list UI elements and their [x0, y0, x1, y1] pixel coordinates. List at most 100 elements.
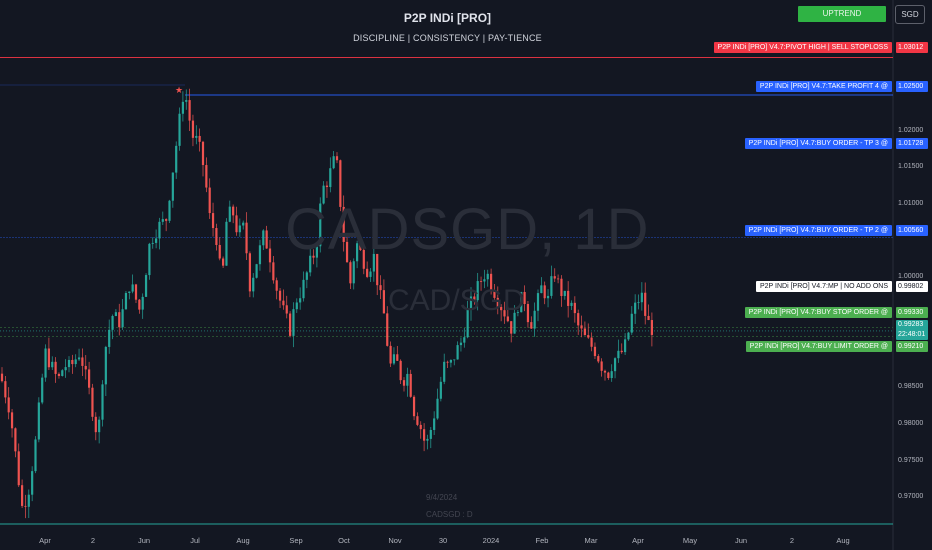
- candle-body: [201, 141, 205, 166]
- pivot-star-icon: ★: [175, 86, 183, 96]
- candle-body: [242, 222, 245, 226]
- candle-body: [148, 243, 151, 276]
- candle-body: [51, 361, 54, 368]
- candle-body: [603, 370, 607, 373]
- candle-body: [292, 309, 295, 336]
- candle-body: [459, 342, 463, 346]
- candle-body: [332, 156, 335, 169]
- y-tick-label: 0.97000: [898, 493, 924, 501]
- candle-body: [443, 361, 446, 382]
- candle-body: [557, 278, 560, 280]
- candle-body: [178, 113, 181, 146]
- candle-body: [168, 200, 171, 221]
- x-tick-label: Mar: [584, 536, 598, 545]
- candle-body: [54, 361, 57, 374]
- candle-body: [228, 206, 231, 222]
- candle-body: [118, 312, 121, 328]
- y-tick-label: 0.98500: [898, 383, 924, 391]
- y-tick-label: 1.02000: [898, 126, 924, 134]
- candle-body: [476, 281, 479, 301]
- candle-body: [302, 279, 305, 299]
- candle-body: [647, 315, 650, 321]
- candle-body: [637, 302, 640, 304]
- candle-body: [215, 228, 218, 245]
- candle-body: [580, 325, 583, 329]
- candle-body: [67, 359, 71, 368]
- candle-body: [607, 372, 610, 379]
- candle-body: [171, 172, 174, 201]
- candle-body: [41, 377, 44, 403]
- candle-body: [530, 322, 533, 329]
- candle-body: [516, 312, 519, 314]
- currency-button[interactable]: SGD: [895, 5, 925, 24]
- candle-body: [486, 273, 489, 280]
- candle-body: [419, 424, 422, 430]
- x-tick-label: Apr: [39, 536, 51, 545]
- candle-body: [272, 262, 275, 281]
- candle-body: [366, 268, 369, 277]
- candle-body: [312, 255, 315, 258]
- candle-body: [570, 302, 573, 306]
- y-tick-label: 1.00000: [898, 273, 924, 281]
- candle-body: [225, 221, 228, 266]
- candle-body: [567, 290, 570, 306]
- candle-body: [386, 313, 389, 346]
- candle-body: [74, 359, 77, 365]
- candle-body: [205, 165, 208, 188]
- level-price-tag: 0.99210: [896, 341, 928, 352]
- y-tick-label: 0.98000: [898, 420, 924, 427]
- candle-body: [158, 221, 161, 239]
- candle-body: [282, 300, 285, 306]
- level-price-tag: 1.00560: [896, 225, 928, 236]
- candle-body: [47, 348, 50, 368]
- candle-body: [433, 418, 436, 430]
- candle-body: [31, 471, 34, 495]
- candle-body: [262, 230, 265, 246]
- candle-body: [289, 313, 292, 336]
- candle-body: [577, 313, 580, 326]
- candle-body: [44, 348, 47, 378]
- candle-body: [285, 305, 288, 314]
- candle-body: [372, 253, 375, 272]
- candle-body: [503, 310, 506, 317]
- candle-body: [77, 357, 81, 360]
- current-price-tag: 0.99283 22:48:01: [896, 320, 928, 340]
- candle-body: [543, 285, 546, 299]
- x-tick-label: Aug: [836, 536, 850, 545]
- candle-body: [81, 357, 84, 366]
- candle-body: [185, 100, 188, 102]
- candle-body: [479, 281, 483, 282]
- candle-body: [613, 358, 617, 372]
- candle-body: [416, 416, 419, 425]
- candle-body: [436, 398, 439, 419]
- candle-body: [91, 387, 94, 417]
- candle-body: [161, 219, 164, 222]
- candle-body: [309, 255, 312, 273]
- current-price: 0.99283: [898, 321, 924, 328]
- candle-body: [449, 359, 452, 363]
- candle-body: [627, 332, 630, 340]
- candle-body: [483, 279, 486, 282]
- candle-body: [536, 293, 540, 311]
- candle-body: [389, 345, 392, 364]
- candle-body: [560, 278, 563, 297]
- x-tick-label: Jun: [734, 536, 748, 545]
- candle-body: [593, 346, 597, 357]
- candle-body: [131, 284, 134, 292]
- candle-body: [232, 206, 235, 216]
- indicator-subtitle: DISCIPLINE | CONSISTENCY | PAY-TIENCE: [353, 33, 542, 43]
- candle-body: [278, 290, 282, 301]
- candle-body: [429, 429, 432, 439]
- candle-body: [322, 185, 325, 204]
- level-label: P2P INDi [PRO] V4.7:PIVOT HIGH | SELL ST…: [713, 42, 892, 53]
- candle-body: [17, 451, 20, 486]
- candle-body: [510, 321, 513, 334]
- candle-body: [329, 168, 332, 188]
- candle-body: [630, 313, 633, 333]
- x-tick-label: 2024: [482, 536, 500, 545]
- candle-body: [453, 359, 456, 361]
- candle-body: [634, 302, 637, 314]
- candle-body: [124, 293, 128, 310]
- y-tick-label: 1.01500: [898, 163, 924, 171]
